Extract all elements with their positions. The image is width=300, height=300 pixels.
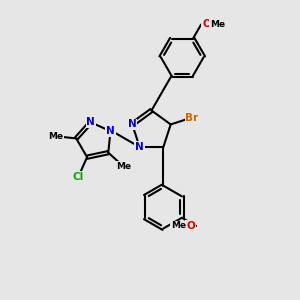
Text: Me: Me	[171, 221, 186, 230]
Text: Cl: Cl	[73, 172, 84, 182]
Text: N: N	[106, 126, 115, 136]
Text: N: N	[86, 117, 95, 127]
Text: N: N	[135, 142, 144, 152]
Text: Me: Me	[49, 132, 64, 141]
Text: N: N	[128, 119, 136, 129]
Text: Br: Br	[185, 112, 199, 122]
Text: O: O	[186, 221, 195, 231]
Text: Me: Me	[116, 162, 131, 171]
Text: O: O	[202, 20, 211, 29]
Text: Me: Me	[210, 20, 225, 29]
